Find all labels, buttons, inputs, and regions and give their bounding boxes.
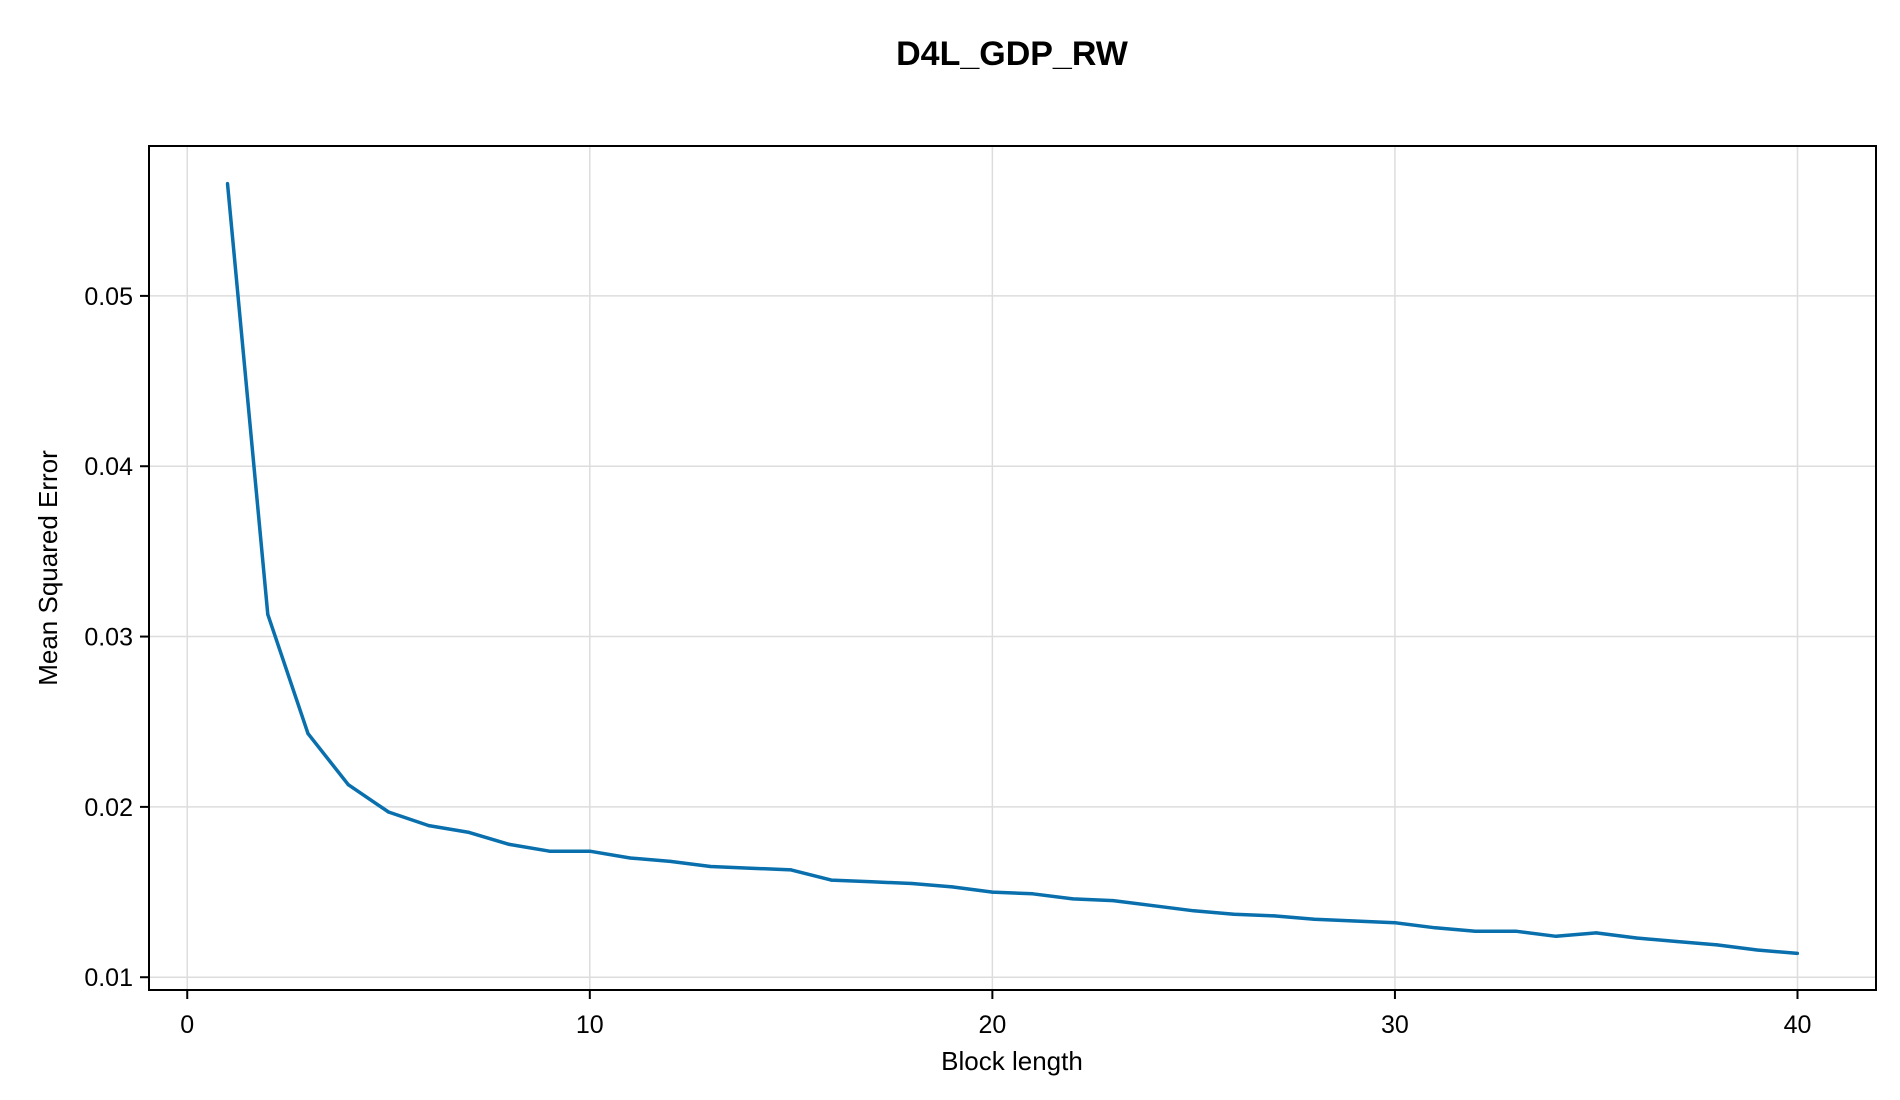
data-point	[1514, 929, 1518, 933]
y-tick-label: 0.04	[84, 453, 133, 481]
data-point	[1393, 921, 1397, 925]
plot-frame	[148, 145, 1877, 991]
data-point	[870, 880, 874, 884]
data-point	[386, 810, 391, 814]
data-point	[789, 868, 793, 872]
y-tick-label: 0.02	[84, 794, 133, 822]
y-tick-label: 0.03	[84, 624, 133, 652]
data-point	[1312, 917, 1316, 921]
data-point	[427, 824, 431, 828]
data-point	[709, 864, 713, 869]
x-tick-label: 10	[576, 1011, 604, 1039]
x-tick-label: 40	[1784, 1011, 1812, 1039]
data-point	[1272, 914, 1276, 918]
data-point	[749, 866, 753, 870]
data-point	[306, 732, 310, 736]
data-point	[467, 830, 471, 835]
x-axis: 0 10 20 30 40	[180, 990, 1811, 1039]
data-point	[1755, 948, 1759, 952]
data-point	[1353, 919, 1357, 923]
data-point	[1675, 939, 1679, 944]
data-point	[1232, 912, 1236, 916]
data-point	[1594, 931, 1598, 935]
data-point	[507, 842, 511, 847]
data-point	[548, 849, 552, 853]
data-point	[1554, 934, 1558, 938]
grid	[149, 146, 1876, 990]
x-axis-label: Block length	[941, 1046, 1083, 1076]
data-point	[1634, 936, 1639, 940]
x-tick-label: 20	[978, 1011, 1006, 1039]
y-axis-label: Mean Squared Error	[33, 450, 63, 686]
data-point	[829, 878, 833, 882]
y-tick-label: 0.05	[84, 283, 133, 311]
data-point	[1795, 951, 1800, 956]
chart-title: D4L_GDP_RW	[896, 35, 1129, 73]
y-axis: 0.01 0.02 0.03 0.04 0.05	[84, 283, 149, 992]
data-point	[668, 859, 672, 864]
data-point	[1031, 892, 1035, 896]
data-point	[1433, 926, 1437, 930]
data-point	[266, 612, 270, 617]
data-point	[1473, 929, 1477, 933]
data-point	[588, 849, 592, 853]
data-point	[1192, 909, 1196, 913]
data-point	[346, 783, 350, 787]
series-line	[225, 183, 1798, 956]
data-point	[225, 181, 230, 186]
data-point	[1715, 943, 1719, 947]
data-point	[1071, 897, 1075, 901]
series-layer	[225, 181, 1800, 956]
data-point	[910, 881, 914, 886]
x-tick-label: 30	[1381, 1011, 1409, 1039]
y-tick-label: 0.01	[84, 964, 133, 992]
x-tick-label: 0	[180, 1011, 194, 1039]
data-point	[1111, 899, 1115, 903]
data-point	[950, 885, 954, 889]
data-point	[1151, 904, 1155, 908]
data-point	[990, 890, 995, 894]
data-point	[628, 856, 632, 860]
